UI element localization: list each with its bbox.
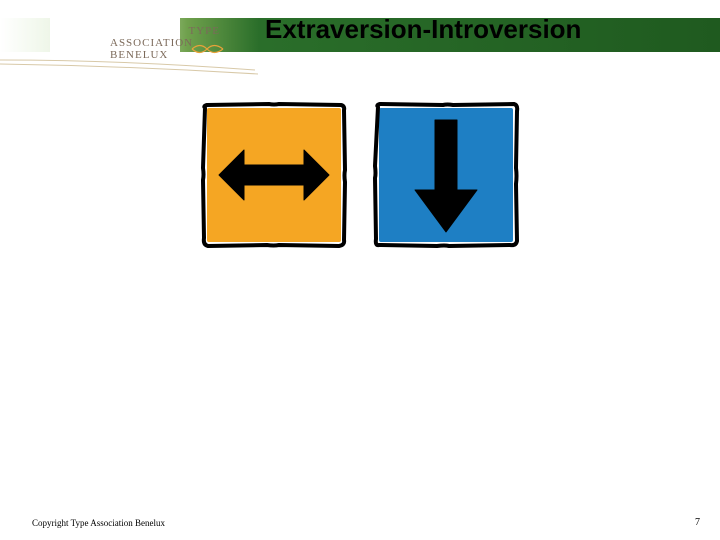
logo: TYPE ASSOCIATION BENELUX <box>50 10 180 62</box>
page-title: Extraversion-Introversion <box>265 14 581 45</box>
copyright-text: Copyright Type Association Benelux <box>32 518 165 528</box>
logo-line1: TYPE <box>110 25 220 37</box>
extraversion-card <box>199 100 349 250</box>
footer: Copyright Type Association Benelux 7 <box>0 508 720 530</box>
header: TYPE ASSOCIATION BENELUX Extraversion-In… <box>0 0 720 70</box>
page-number: 7 <box>695 517 700 528</box>
content-area <box>0 100 720 250</box>
bidirectional-arrow-icon <box>199 100 349 250</box>
introversion-card <box>371 100 521 250</box>
logo-swish-icon <box>190 40 225 58</box>
header-swoosh-icon <box>0 58 260 78</box>
down-arrow-icon <box>371 100 521 250</box>
